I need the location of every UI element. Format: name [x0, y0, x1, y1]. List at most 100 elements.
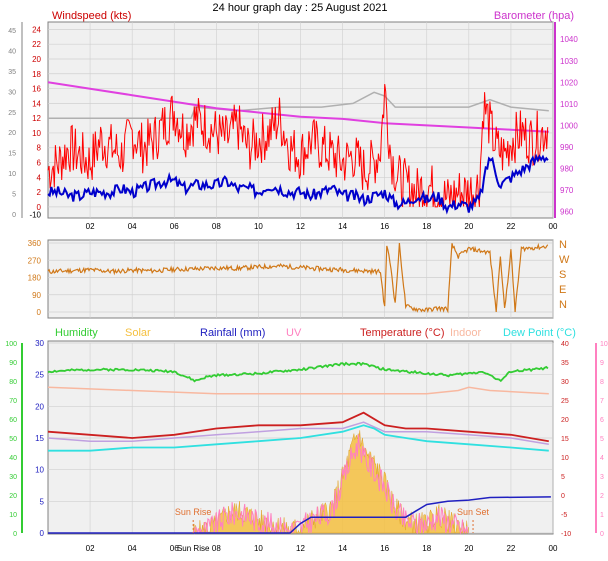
compass-label: E: [559, 284, 566, 296]
sunrise-bottom-label: Sun Rise: [177, 544, 210, 553]
series-dew-point: [48, 424, 549, 452]
temp-tick-label: -5: [561, 512, 567, 519]
legend-entry: Rainfall (mm): [200, 327, 265, 339]
series-wind-direction: [47, 242, 549, 314]
direction-tick-label: 90: [32, 291, 41, 300]
outer-tick-label: 0: [12, 212, 16, 219]
x-tick-label: 02: [86, 222, 95, 231]
uv-tick-label: 5: [600, 436, 604, 443]
humidity-tick-label: 70: [9, 398, 17, 405]
x-tick-label: 18: [422, 222, 431, 231]
legend-entry: Temperature (°C): [360, 327, 444, 339]
outer-tick-label: 45: [8, 28, 16, 35]
wind-tick-label: 12: [32, 114, 41, 123]
legend-entry: Solar: [125, 327, 151, 339]
x-tick-label: 20: [464, 222, 473, 231]
outer-tick-label: 20: [8, 130, 16, 137]
temp-tick-label: 20: [561, 417, 569, 424]
x-tick-label: 04: [128, 544, 137, 553]
x-tick-label: 08: [212, 222, 221, 231]
uv-tick-label: 8: [600, 379, 604, 386]
compass-label: N: [559, 299, 567, 311]
uv-tick-label: 3: [600, 474, 604, 481]
x-tick-label: 12: [296, 544, 305, 553]
series-uv-index: [192, 434, 469, 535]
compass-label: W: [559, 254, 570, 266]
wind-tick-label: 2: [37, 188, 42, 197]
legend-entry: Humidity: [55, 327, 98, 339]
outer-tick-label: 25: [8, 110, 16, 117]
uv-tick-label: 10: [600, 341, 608, 348]
x-tick-label: 22: [506, 222, 515, 231]
temp-tick-label: 35: [561, 360, 569, 367]
humidity-tick-label: 40: [9, 455, 17, 462]
baro-tick-label: 1000: [560, 121, 578, 130]
x-tick-label: 16: [380, 222, 389, 231]
wind-tick-label: 8: [37, 144, 42, 153]
uv-tick-label: 7: [600, 398, 604, 405]
humidity-tick-label: 50: [9, 436, 17, 443]
x-tick-label: 22: [506, 544, 515, 553]
direction-tick-label: 360: [28, 239, 42, 248]
outer-tick-label: 40: [8, 48, 16, 55]
outer-tick-label: 15: [8, 151, 16, 158]
baro-tick-label: 1030: [560, 57, 578, 66]
wind-tick-label: 20: [32, 55, 41, 64]
uv-tick-label: 9: [600, 360, 604, 367]
temp-tick-label: 25: [561, 398, 569, 405]
rain-tick-label: 20: [35, 402, 44, 411]
outer-tick-label: 35: [8, 69, 16, 76]
humidity-tick-label: 10: [9, 512, 17, 519]
temp-tick-label: 15: [561, 436, 569, 443]
baro-tick-label: 970: [560, 186, 574, 195]
x-tick-label: 14: [338, 222, 347, 231]
legend-entry: Indoor: [450, 327, 482, 339]
series-barometer: [47, 81, 549, 133]
series-wind-avg: [47, 153, 549, 215]
wind-tick-label: 10: [32, 129, 41, 138]
direction-tick-label: 180: [28, 274, 42, 283]
series-humidity: [47, 361, 549, 383]
temp-tick-label: -10: [561, 531, 571, 538]
series-indoor: [47, 386, 549, 395]
baro-tick-label: 1020: [560, 78, 578, 87]
chart-title: 24 hour graph day : 25 August 2021: [213, 2, 388, 14]
baro-tick-label: 1010: [560, 100, 578, 109]
series-temperature: [47, 411, 549, 443]
humidity-tick-label: 100: [5, 341, 17, 348]
x-tick-label: 12: [296, 222, 305, 231]
x-tick-label: 10: [254, 544, 263, 553]
outer-tick-label: 10: [8, 171, 16, 178]
x-tick-label: 00: [549, 222, 558, 231]
baro-tick-label: 1040: [560, 35, 578, 44]
legend-entry: UV: [286, 327, 302, 339]
humidity-tick-label: 0: [13, 531, 17, 538]
humidity-tick-label: 80: [9, 379, 17, 386]
x-tick-label: 00: [549, 544, 558, 553]
compass-label: N: [559, 239, 567, 251]
wind-tick-label: -10: [29, 210, 41, 219]
temp-tick-label: 30: [561, 379, 569, 386]
wind-tick-label: 16: [32, 85, 41, 94]
x-tick-label: 10: [254, 222, 263, 231]
wind-tick-label: 0: [37, 203, 42, 212]
x-tick-label: 16: [380, 544, 389, 553]
humidity-tick-label: 60: [9, 417, 17, 424]
x-tick-label: 06: [170, 222, 179, 231]
humidity-tick-label: 20: [9, 493, 17, 500]
uv-tick-label: 0: [600, 531, 604, 538]
baro-tick-label: 960: [560, 208, 574, 217]
rain-tick-label: 10: [35, 466, 44, 475]
temp-tick-label: 0: [561, 493, 565, 500]
sun-annotation: Sun Rise: [175, 507, 212, 517]
temp-tick-label: 40: [561, 341, 569, 348]
x-tick-label: 20: [464, 544, 473, 553]
rain-tick-label: 25: [35, 371, 44, 380]
uv-tick-label: 6: [600, 417, 604, 424]
wind-tick-label: 4: [37, 173, 42, 182]
legend-entry: Dew Point (°C): [503, 327, 576, 339]
outer-tick-label: 5: [12, 192, 16, 199]
x-tick-label: 14: [338, 544, 347, 553]
compass-label: S: [559, 269, 566, 281]
